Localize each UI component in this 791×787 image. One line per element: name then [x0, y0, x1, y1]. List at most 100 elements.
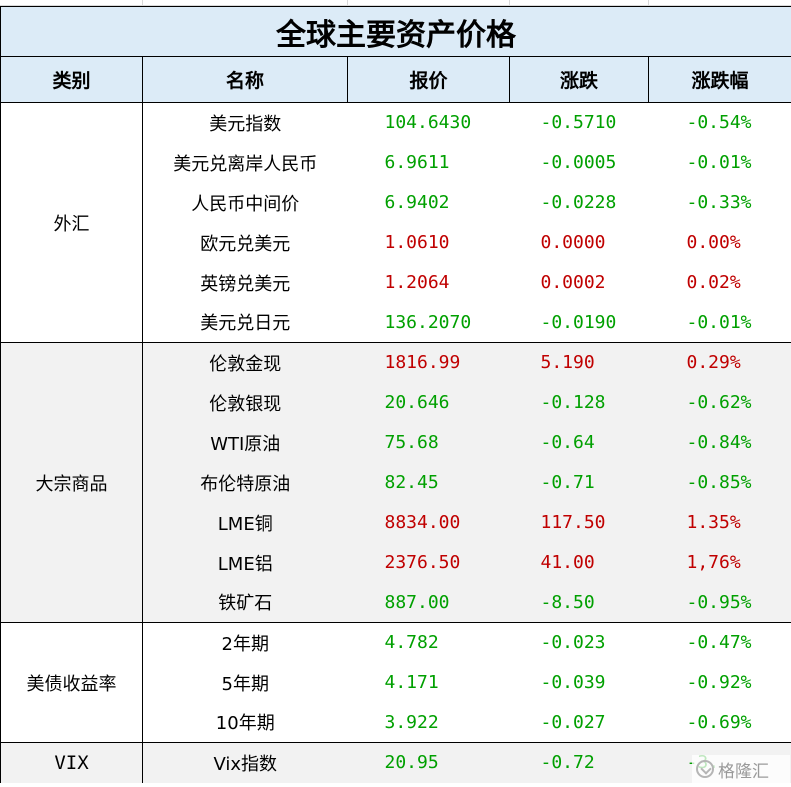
asset-name: 伦敦金现 — [142, 342, 348, 383]
table-row: 伦敦银现 20.646 -0.128 -0.62% — [1, 382, 791, 423]
change-pct-cell: -0.47% — [648, 622, 791, 663]
change-cell: -0.128 — [509, 382, 649, 423]
change-cell: -0.039 — [509, 662, 649, 703]
header-price: 报价 — [347, 56, 510, 103]
watermark: 格隆汇 — [692, 755, 790, 783]
price-cell: 20.95 — [347, 742, 510, 783]
asset-name: WTI原油 — [142, 422, 348, 463]
asset-name: 美元兑日元 — [142, 302, 348, 343]
table-row: 5年期 4.171 -0.039 -0.92% — [1, 662, 791, 703]
change-cell: -0.72 — [509, 742, 649, 783]
header-change-pct: 涨跌幅 — [647, 56, 791, 103]
spreadsheet-gridlines — [0, 0, 791, 6]
asset-name: 铁矿石 — [142, 582, 348, 623]
header-category: 类别 — [0, 56, 143, 103]
price-cell: 1.2064 — [347, 262, 510, 303]
category-treasury-yield: 美债收益率 — [0, 622, 143, 743]
price-cell: 75.68 — [347, 422, 510, 463]
price-cell: 3.922 — [347, 702, 510, 743]
asset-price-table: 全球主要资产价格 类别 名称 报价 涨跌 涨跌幅 外汇 美元指数 104.643… — [0, 6, 791, 783]
asset-name: 10年期 — [142, 702, 348, 743]
price-cell: 1816.99 — [347, 342, 510, 383]
price-cell: 6.9611 — [347, 142, 510, 183]
price-cell: 4.782 — [347, 622, 510, 663]
change-pct-cell: -0.85% — [648, 462, 791, 503]
asset-name: 布伦特原油 — [142, 462, 348, 503]
change-pct-cell: 0.02% — [648, 262, 791, 303]
asset-name: LME铝 — [142, 542, 348, 583]
header-row: 类别 名称 报价 涨跌 涨跌幅 — [0, 56, 791, 103]
price-cell: 82.45 — [347, 462, 510, 503]
gelonghui-logo-icon — [696, 760, 714, 778]
change-cell: -0.0228 — [509, 182, 649, 223]
change-pct-cell: -0.92% — [648, 662, 791, 703]
change-cell: -0.5710 — [509, 102, 649, 143]
price-cell: 887.00 — [347, 582, 510, 623]
price-cell: 6.9402 — [347, 182, 510, 223]
header-name: 名称 — [142, 56, 348, 103]
change-pct-cell: -0.95% — [648, 582, 791, 623]
change-pct-cell: -0.84% — [648, 422, 791, 463]
change-cell: -8.50 — [509, 582, 649, 623]
change-cell: 41.00 — [509, 542, 649, 583]
price-cell: 2376.50 — [347, 542, 510, 583]
change-cell: -0.64 — [509, 422, 649, 463]
table-row: LME铜 8834.00 117.50 1.35% — [1, 502, 791, 543]
header-change: 涨跌 — [509, 56, 649, 103]
asset-name: 美元指数 — [142, 102, 348, 143]
table-row: 美债收益率 2年期 4.782 -0.023 -0.47% — [0, 622, 791, 743]
table-row: 10年期 3.922 -0.027 -0.69% — [1, 702, 791, 743]
table-row: 大宗商品 伦敦金现 1816.99 5.190 0.29% — [0, 342, 791, 623]
change-pct-cell: -0.01% — [648, 142, 791, 183]
asset-name: 人民币中间价 — [142, 182, 348, 223]
change-cell: 0.0002 — [509, 262, 649, 303]
table-row: 欧元兑美元 1.0610 0.0000 0.00% — [1, 222, 791, 263]
change-pct-cell: -0.33% — [648, 182, 791, 223]
change-pct-cell: 1,76% — [648, 542, 791, 583]
change-cell: -0.0005 — [509, 142, 649, 183]
asset-name: 美元兑离岸人民币 — [142, 142, 348, 183]
price-cell: 4.171 — [347, 662, 510, 703]
asset-name: 伦敦银现 — [142, 382, 348, 423]
price-cell: 104.6430 — [347, 102, 510, 143]
change-pct-cell: -0.62% — [648, 382, 791, 423]
table-row: 人民币中间价 6.9402 -0.0228 -0.33% — [1, 182, 791, 223]
change-cell: -0.023 — [509, 622, 649, 663]
asset-name: 欧元兑美元 — [142, 222, 348, 263]
price-cell: 1.0610 — [347, 222, 510, 263]
asset-name: 2年期 — [142, 622, 348, 663]
change-cell: -0.0190 — [509, 302, 649, 343]
change-pct-cell: -0.54% — [648, 102, 791, 143]
price-cell: 136.2070 — [347, 302, 510, 343]
table-row: 外汇 美元指数 104.6430 -0.5710 -0.54% — [0, 102, 791, 343]
table-title: 全球主要资产价格 — [0, 6, 791, 57]
change-pct-cell: 0.00% — [648, 222, 791, 263]
change-pct-cell: -0.69% — [648, 702, 791, 743]
table-row: 美元兑日元 136.2070 -0.0190 -0.01% — [1, 302, 791, 343]
asset-name: 5年期 — [142, 662, 348, 703]
asset-name: 英镑兑美元 — [142, 262, 348, 303]
asset-name: Vix指数 — [142, 742, 348, 783]
change-pct-cell: 0.29% — [648, 342, 791, 383]
category-vix: VIX — [0, 742, 143, 783]
change-cell: -0.71 — [509, 462, 649, 503]
change-cell: 0.0000 — [509, 222, 649, 263]
change-cell: -0.027 — [509, 702, 649, 743]
table-row: 美元兑离岸人民币 6.9611 -0.0005 -0.01% — [1, 142, 791, 183]
price-cell: 8834.00 — [347, 502, 510, 543]
price-cell: 20.646 — [347, 382, 510, 423]
watermark-text: 格隆汇 — [718, 761, 769, 782]
asset-name: LME铜 — [142, 502, 348, 543]
category-fx: 外汇 — [0, 102, 143, 343]
change-pct-cell: -0.01% — [648, 302, 791, 343]
table-row: VIX Vix指数 20.95 -0.72 -3. — [0, 742, 791, 783]
table-row: 英镑兑美元 1.2064 0.0002 0.02% — [1, 262, 791, 303]
change-cell: 5.190 — [509, 342, 649, 383]
category-commodities: 大宗商品 — [0, 342, 143, 623]
change-pct-cell: 1.35% — [648, 502, 791, 543]
table-row: 布伦特原油 82.45 -0.71 -0.85% — [1, 462, 791, 503]
table-row: WTI原油 75.68 -0.64 -0.84% — [1, 422, 791, 463]
table-row: 铁矿石 887.00 -8.50 -0.95% — [1, 582, 791, 623]
change-cell: 117.50 — [509, 502, 649, 543]
table-row: LME铝 2376.50 41.00 1,76% — [1, 542, 791, 583]
